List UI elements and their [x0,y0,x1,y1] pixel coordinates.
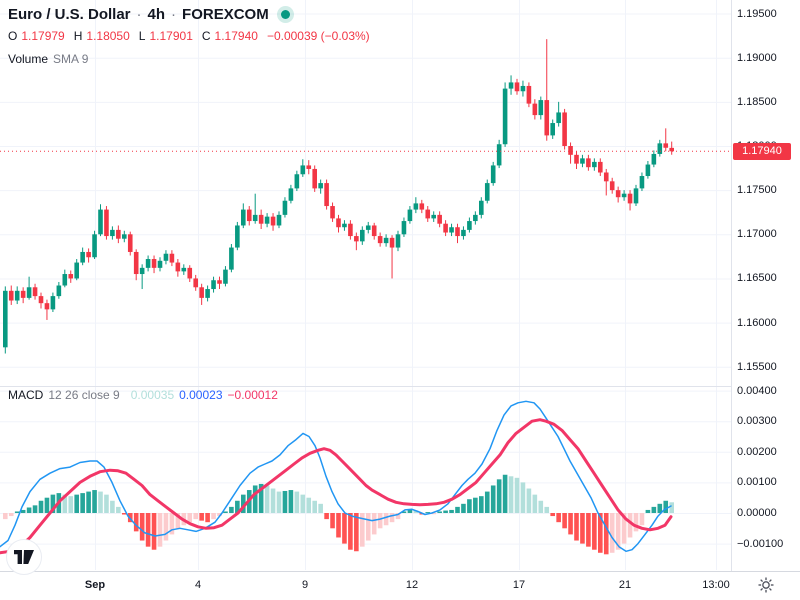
time-tick-label: 12 [405,579,419,591]
time-tick-label: 9 [301,579,309,591]
symbol-header[interactable]: Euro / U.S. Dollar · 4h · FOREXCOM [8,6,290,23]
macd-signal-line [0,418,673,555]
price-tick-label: 1.19000 [737,51,777,64]
high-value: 1.18050 [86,29,130,43]
timezone-settings-gear-icon[interactable] [757,576,775,594]
time-tick-label: 21 [618,579,632,591]
time-tick-label: Sep [84,579,106,591]
low-value: 1.17901 [149,29,193,43]
high-label: H [73,29,83,43]
grid-lines [0,0,731,570]
price-axis[interactable]: 1.155001.160001.165001.170001.175001.180… [732,0,800,386]
macd-indicator-label[interactable]: MACD 12 26 close 9 0.00035 0.00023 −0.00… [8,388,278,402]
macd-tick-label: −0.00100 [737,537,784,550]
open-label: O [8,29,18,43]
macd-histogram-value: 0.00035 [130,388,175,402]
price-tick-label: 1.16000 [737,316,777,329]
price-axis-border [731,0,732,571]
header-separator: · [171,6,177,23]
time-tick-label: 4 [194,579,202,591]
price-tick-label: 1.17000 [737,228,777,241]
macd-line-value: 0.00023 [179,388,223,402]
close-value: 1.17940 [214,29,258,43]
interval-label[interactable]: 4h [147,6,166,23]
macd-tick-label: 0.00200 [737,445,777,458]
header-separator: · [136,6,142,23]
time-axis[interactable]: Sep 4 9 12 17 21 13:00 [0,572,800,600]
price-tick-label: 1.17500 [737,184,777,197]
macd-signal-value: −0.00012 [227,388,278,402]
macd-tick-label: 0.00100 [737,476,777,489]
time-tick-label: 13:00 [702,579,730,591]
candles-layer [3,39,674,354]
macd-histogram-layer [3,474,674,555]
price-tick-label: 1.15500 [737,360,777,373]
macd-tick-label: 0.00000 [737,507,777,519]
ohlc-readout: O 1.17979 H 1.18050 L 1.17901 C 1.17940 … [8,29,370,43]
macd-params: 12 26 close 9 [48,388,120,402]
current-price-badge: 1.17940 [733,142,791,160]
market-status-icon[interactable] [280,10,290,19]
tradingview-logo[interactable] [6,539,42,575]
price-tick-label: 1.19500 [737,7,777,20]
volume-label[interactable]: Volume [8,52,49,66]
low-label: L [138,29,146,43]
price-tick-label: 1.16500 [737,272,777,285]
change-value: −0.00039 (−0.03%) [266,29,370,43]
pane-separator[interactable] [0,386,800,387]
macd-line [0,400,672,553]
time-axis-separator [0,571,800,572]
exchange-label[interactable]: FOREXCOM [182,6,269,23]
macd-tick-label: 0.00300 [737,415,777,428]
macd-axis[interactable]: 0.00400 0.00300 0.00200 0.00100 0.00000 −0.00… [732,384,800,571]
tradingview-logo-icon [14,549,34,564]
macd-label[interactable]: MACD [8,388,44,402]
chart-panes[interactable] [0,0,731,571]
open-value: 1.17979 [21,29,65,43]
close-label: C [201,29,211,43]
symbol-title[interactable]: Euro / U.S. Dollar [8,6,131,23]
time-tick-label: 17 [512,579,526,591]
volume-params: SMA 9 [53,52,89,66]
macd-tick-label: 0.00400 [737,384,777,397]
volume-indicator-label[interactable]: Volume SMA 9 [8,52,88,66]
price-tick-label: 1.18500 [737,95,777,108]
